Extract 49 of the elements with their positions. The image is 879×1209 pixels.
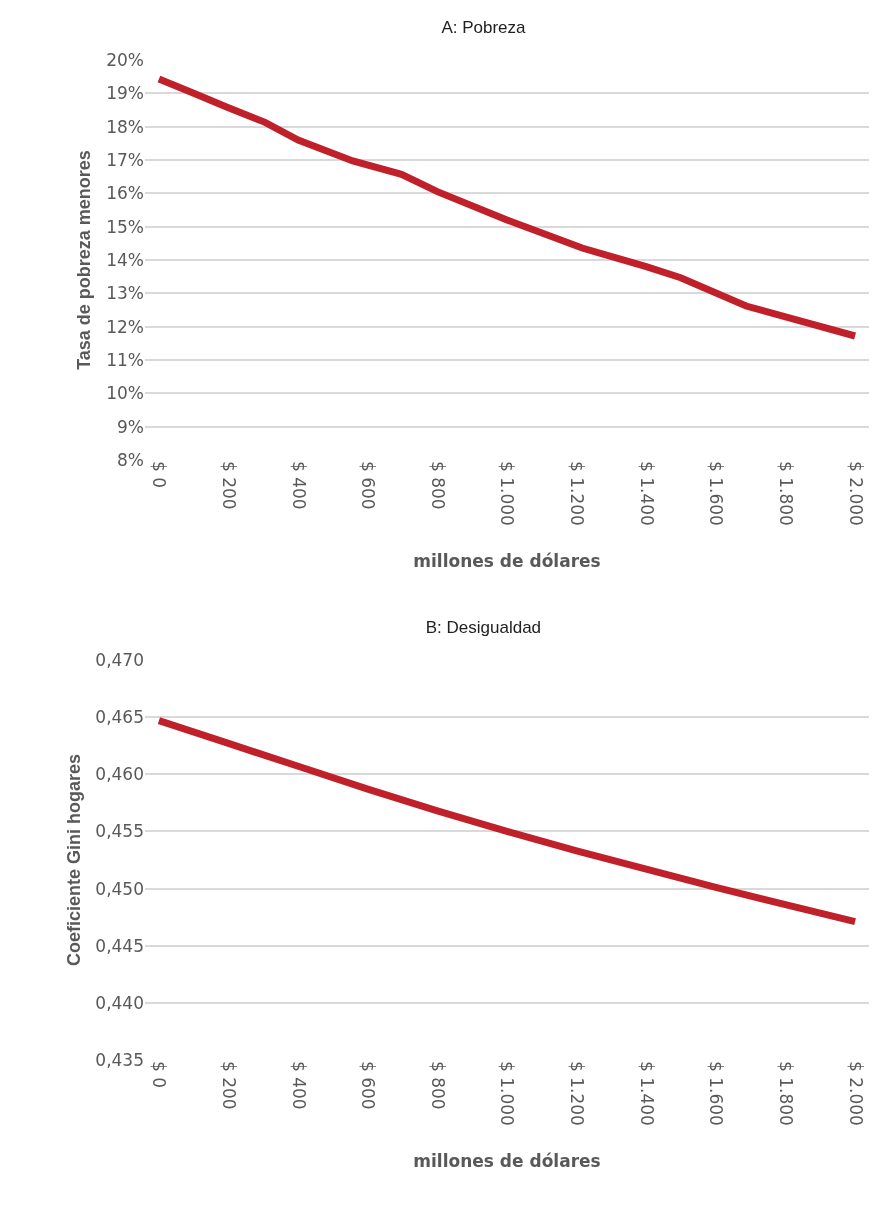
- y-tick-label: 14%: [106, 249, 144, 270]
- y-tick-label: 19%: [106, 83, 144, 104]
- x-tick-label: $ 600: [358, 461, 379, 510]
- y-tick-label: 11%: [106, 349, 144, 370]
- y-tick-label: 0,465: [95, 707, 144, 728]
- x-tick-label: $ 200: [219, 461, 240, 510]
- x-tick-label: $ 800: [427, 461, 448, 510]
- y-tick-label: 10%: [106, 383, 144, 404]
- x-tick-label: $ 1.600: [706, 1061, 727, 1126]
- x-tick-label: $ 1.000: [497, 1061, 518, 1126]
- y-tick-label: 17%: [106, 149, 144, 170]
- x-tick-label: $ 1.400: [636, 461, 657, 526]
- x-tick-label: $ 400: [288, 461, 309, 510]
- y-tick-label: 12%: [106, 316, 144, 337]
- chart-title: A: Pobreza: [441, 17, 527, 37]
- x-tick-label: $ 800: [427, 1061, 448, 1110]
- y-tick-label: 9%: [117, 416, 144, 437]
- x-tick-label: $ 2.000: [845, 461, 866, 526]
- y-tick-label: 13%: [106, 283, 144, 304]
- y-tick-label: 0,445: [95, 935, 144, 956]
- y-tick-label: 0,435: [95, 1049, 144, 1070]
- y-tick-label: 8%: [117, 449, 144, 470]
- x-tick-label: $ 1.200: [567, 1061, 588, 1126]
- x-tick-label: $ 0: [149, 1061, 170, 1089]
- x-tick-label: $ 1.400: [636, 1061, 657, 1126]
- x-tick-label: $ 1.200: [567, 461, 588, 526]
- y-tick-label: 0,450: [95, 878, 144, 899]
- chart-title: B: Desigualdad: [425, 617, 542, 637]
- y-tick-label: 0,440: [95, 992, 144, 1013]
- y-tick-label: 20%: [106, 49, 144, 70]
- x-tick-label: $ 1.800: [775, 1061, 796, 1126]
- x-tick-label: $ 1.800: [775, 461, 796, 526]
- y-tick-label: 0,470: [95, 649, 144, 670]
- x-axis-title: millones de dólares: [413, 551, 601, 572]
- y-tick-label: 0,460: [95, 764, 144, 785]
- y-axis-title: Coeficiente Gini hogares: [63, 753, 84, 967]
- x-tick-label: $ 1.000: [497, 461, 518, 526]
- y-tick-label: 15%: [106, 216, 144, 237]
- y-tick-label: 0,455: [95, 821, 144, 842]
- x-tick-label: $ 1.600: [706, 461, 727, 526]
- x-tick-label: $ 400: [288, 1061, 309, 1110]
- x-tick-label: $ 200: [219, 1061, 240, 1110]
- y-tick-label: 16%: [106, 183, 144, 204]
- x-axis-title: millones de dólares: [413, 1151, 601, 1172]
- x-tick-label: $ 0: [149, 461, 170, 489]
- y-tick-label: 18%: [106, 116, 144, 137]
- y-axis-title: Tasa de pobreza menores: [74, 150, 95, 370]
- x-tick-label: $ 600: [358, 1061, 379, 1110]
- x-tick-label: $ 2.000: [845, 1061, 866, 1126]
